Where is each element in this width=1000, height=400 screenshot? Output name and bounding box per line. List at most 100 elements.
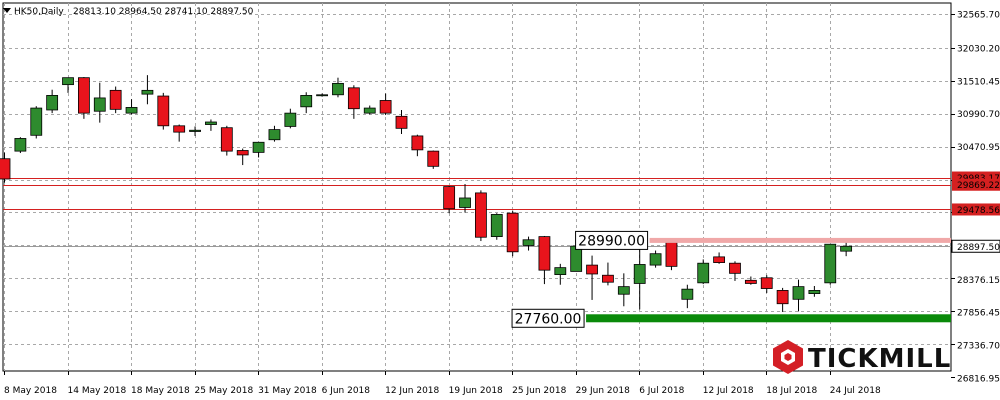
candle-body [538, 236, 551, 271]
candle-body [617, 286, 630, 295]
candle-body [792, 286, 805, 300]
x-tick-label: 18 May 2018 [131, 386, 190, 396]
candle-body [506, 212, 519, 253]
candle-bull [808, 285, 821, 297]
candles-layer [0, 75, 853, 312]
candle-body [459, 197, 471, 208]
grid-layer [2, 2, 952, 372]
candle-bull [14, 137, 27, 154]
y-tick-label: 29869.22 [957, 181, 1000, 191]
candle-bear [776, 287, 789, 312]
y-tick-label: 28376.15 [957, 276, 1000, 286]
candle-bear [506, 210, 519, 257]
candle-body [649, 253, 662, 266]
x-tick-label: 18 Jul 2018 [766, 386, 817, 396]
candle-bear [411, 134, 424, 157]
candle-body [173, 125, 186, 133]
candle-body [776, 290, 789, 305]
candle-body [30, 107, 43, 136]
candle-body [205, 121, 217, 125]
candle-body [316, 94, 329, 97]
candle-bull [840, 242, 853, 257]
candle-bear [729, 261, 741, 281]
candle-body [379, 100, 392, 114]
candle-bear [713, 252, 725, 264]
candle-bear [109, 86, 122, 114]
candle-bear [538, 235, 551, 285]
candle-bear [665, 241, 678, 271]
candle-body [665, 241, 678, 267]
candle-body [490, 214, 503, 238]
candle-bull [284, 108, 297, 129]
candle-body [824, 243, 837, 284]
candle-body [697, 262, 710, 284]
candle-body [474, 192, 487, 238]
hline-price-tag [952, 178, 1000, 191]
candle-bull [792, 279, 805, 312]
candle-body [729, 262, 741, 274]
candle-body [220, 127, 233, 152]
candle-body [284, 112, 297, 127]
candle-bull [205, 119, 217, 131]
y-tick-label: 29478.56 [957, 206, 1000, 216]
x-tick-label: 25 May 2018 [195, 386, 254, 396]
candle-body [443, 186, 456, 210]
ohlc-readout: 28813.10 28964.50 28741.10 28897.50 [73, 7, 254, 17]
y-tick-label: 32030.20 [957, 44, 1000, 54]
candle-bull [30, 106, 43, 139]
x-tick-label: 25 Jun 2018 [512, 386, 566, 396]
candle-bull [459, 184, 471, 213]
candle-body [840, 245, 853, 252]
candle-body [300, 95, 313, 108]
candle-bull [649, 250, 662, 268]
candle-bear [220, 125, 233, 156]
candle-body [363, 107, 376, 114]
candle-bear [157, 92, 170, 130]
candle-bear [474, 190, 487, 242]
candle-bear [347, 85, 360, 119]
candle-body [157, 95, 170, 127]
candle-body [14, 138, 27, 152]
candle-body [125, 107, 138, 114]
candle-body [713, 256, 725, 263]
candle-body [62, 77, 74, 86]
hline-price-tag [952, 203, 1000, 216]
candle-bull [332, 77, 344, 98]
x-tick-label: 8 May 2018 [4, 386, 57, 396]
candle-bull [490, 213, 503, 240]
candle-bull [824, 243, 837, 285]
x-tick-label: 29 Jun 2018 [576, 386, 630, 396]
candle-bear [602, 262, 614, 286]
x-tick-label: 31 May 2018 [258, 386, 317, 396]
price-annotation-box [511, 308, 585, 328]
candle-body [633, 264, 646, 284]
candle-bear [78, 77, 90, 119]
candle-bull [633, 247, 646, 310]
plot-frame [2, 2, 952, 372]
x-tick-label: 12 Jul 2018 [703, 386, 754, 396]
x-tick-label: 24 Jul 2018 [830, 386, 881, 396]
candle-body [554, 267, 567, 275]
candle-bull [141, 75, 154, 105]
candle-bull [252, 141, 265, 158]
candle-bear [443, 185, 456, 214]
candle-body [522, 239, 535, 246]
candle-bull [268, 125, 281, 142]
candle-body [189, 129, 201, 132]
candle-bull [617, 273, 630, 307]
candle-body [808, 290, 821, 294]
candle-body [395, 115, 408, 129]
candle-body [141, 89, 154, 95]
candle-bull [300, 92, 313, 114]
candle-bull [697, 259, 710, 285]
y-tick-label: 27336.70 [957, 342, 1000, 352]
candle-bull [554, 263, 567, 285]
candle-body [236, 150, 249, 156]
candle-bear [236, 148, 249, 166]
price-annotation-label: 27760.00 [515, 311, 582, 327]
candle-bear [586, 255, 598, 300]
candle-bear [744, 276, 757, 285]
x-tick-label: 14 May 2018 [68, 386, 127, 396]
candle-body [93, 97, 106, 112]
